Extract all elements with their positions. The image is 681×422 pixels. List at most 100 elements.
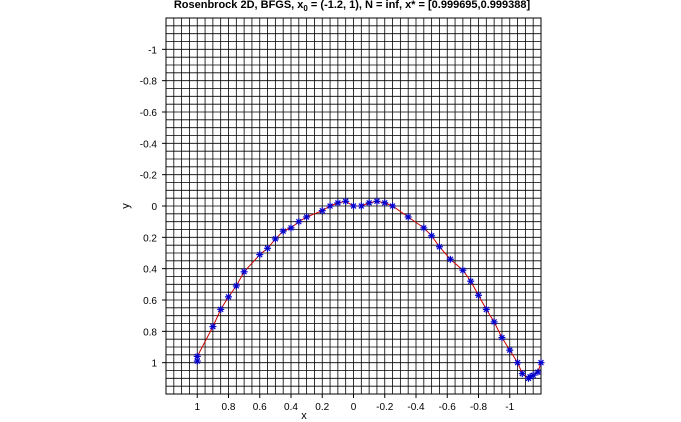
data-point-marker [525, 374, 532, 382]
data-point-marker [295, 218, 303, 226]
data-point-marker [490, 318, 498, 326]
data-point-marker [240, 268, 248, 276]
x-tick-label: -0.6 [439, 402, 457, 413]
marker-stroke [381, 199, 388, 206]
marker-stroke [303, 214, 310, 220]
data-point-marker [326, 202, 334, 210]
marker-stroke [460, 267, 466, 274]
y-tick-label: 0 [151, 202, 157, 213]
y-tick-label: -0.8 [140, 77, 158, 88]
data-point-marker [365, 199, 373, 207]
data-point-marker [381, 199, 389, 207]
marker-stroke [483, 306, 490, 313]
x-tick-label: 0.2 [315, 402, 329, 413]
x-tick-label: -1 [505, 402, 514, 413]
marker-stroke [499, 334, 505, 341]
data-point-marker [303, 213, 311, 221]
y-tick-label: -0.4 [140, 139, 158, 150]
data-point-marker [232, 282, 240, 290]
y-tick-label: -0.2 [140, 171, 158, 182]
marker-stroke [288, 225, 294, 231]
x-axis-ticks: 1 0.8 0.6 0.4 0.2 0 -0.2 -0.4 -0.6 -0.8 -1 [194, 394, 515, 413]
data-point-marker [217, 305, 225, 313]
marker-stroke [217, 306, 224, 313]
marker-stroke [280, 228, 287, 234]
marker-stroke [319, 207, 326, 214]
marker-stroke [233, 283, 240, 289]
x-tick-label: 1 [194, 402, 200, 413]
x-axis-label: x [301, 410, 307, 422]
data-point-marker [498, 334, 506, 342]
marker-stroke [506, 347, 513, 354]
data-point-marker [459, 266, 467, 274]
data-point-marker [271, 235, 279, 243]
y-axis-ticks: -1 -0.8 -0.6 -0.4 -0.2 0 0.2 0.4 0.6 0.8 1 [140, 45, 166, 370]
data-point-marker [435, 243, 443, 251]
marker-stroke [335, 199, 341, 206]
data-point-marker [350, 202, 357, 210]
marker-stroke [519, 370, 526, 377]
marker-stroke [374, 198, 380, 205]
marker-stroke [420, 225, 427, 231]
data-point-marker [514, 359, 522, 367]
data-point-marker [446, 255, 454, 263]
marker-stroke [264, 245, 271, 252]
marker-stroke [272, 236, 279, 242]
data-point-marker [287, 224, 295, 232]
data-point-marker [518, 370, 526, 378]
x-tick-label: 0.6 [253, 402, 267, 413]
data-point-marker [209, 323, 217, 331]
y-tick-label: -1 [148, 45, 157, 56]
marker-stroke [194, 358, 201, 364]
y-axis-label: y [120, 203, 132, 209]
y-tick-label: 0.4 [143, 265, 157, 276]
marker-stroke [538, 359, 544, 366]
data-point-marker [256, 251, 264, 259]
chart-title: Rosenbrock 2D, BFGS, x0 = (-1.2, 1), N =… [174, 0, 531, 13]
chart-title-subscript: 0 [303, 4, 308, 13]
x-tick-label: -0.2 [376, 402, 394, 413]
data-point-marker [404, 213, 412, 221]
marker-stroke [295, 218, 302, 225]
marker-stroke [241, 268, 247, 275]
marker-stroke [428, 232, 435, 239]
marker-stroke [225, 293, 232, 300]
data-point-marker [342, 197, 350, 205]
marker-stroke [358, 203, 365, 209]
x-tick-label: -0.8 [470, 402, 488, 413]
marker-stroke [405, 214, 412, 220]
data-point-marker [506, 346, 514, 354]
marker-stroke [389, 203, 396, 209]
x-tick-label: 0.8 [222, 402, 236, 413]
y-tick-label: 0.2 [143, 233, 157, 244]
marker-stroke [350, 203, 357, 209]
marker-stroke [447, 256, 454, 263]
marker-stroke [514, 359, 521, 366]
data-point-marker [193, 357, 201, 365]
y-tick-label: 1 [151, 359, 157, 370]
data-point-marker [389, 202, 397, 210]
data-point-marker [534, 368, 542, 376]
y-tick-label: 0.6 [143, 296, 157, 307]
data-point-marker [482, 305, 490, 313]
marker-stroke [194, 353, 201, 360]
data-point-marker [537, 359, 545, 367]
data-point-marker [420, 224, 428, 232]
marker-stroke [256, 251, 263, 258]
x-tick-label: 0 [351, 402, 357, 413]
data-point-marker [467, 277, 475, 285]
chart-title-prefix: Rosenbrock 2D, BFGS, x [174, 0, 304, 11]
marker-stroke [210, 323, 216, 330]
series-layer [193, 197, 545, 382]
marker-stroke [525, 375, 532, 382]
grid [166, 18, 541, 394]
marker-stroke [467, 278, 474, 285]
marker-stroke [327, 203, 333, 209]
x-tick-label: -0.4 [407, 402, 425, 413]
data-point-marker [428, 232, 436, 240]
x-tick-label: 0.4 [284, 402, 298, 413]
data-point-marker [318, 207, 326, 215]
marker-stroke [436, 243, 443, 250]
